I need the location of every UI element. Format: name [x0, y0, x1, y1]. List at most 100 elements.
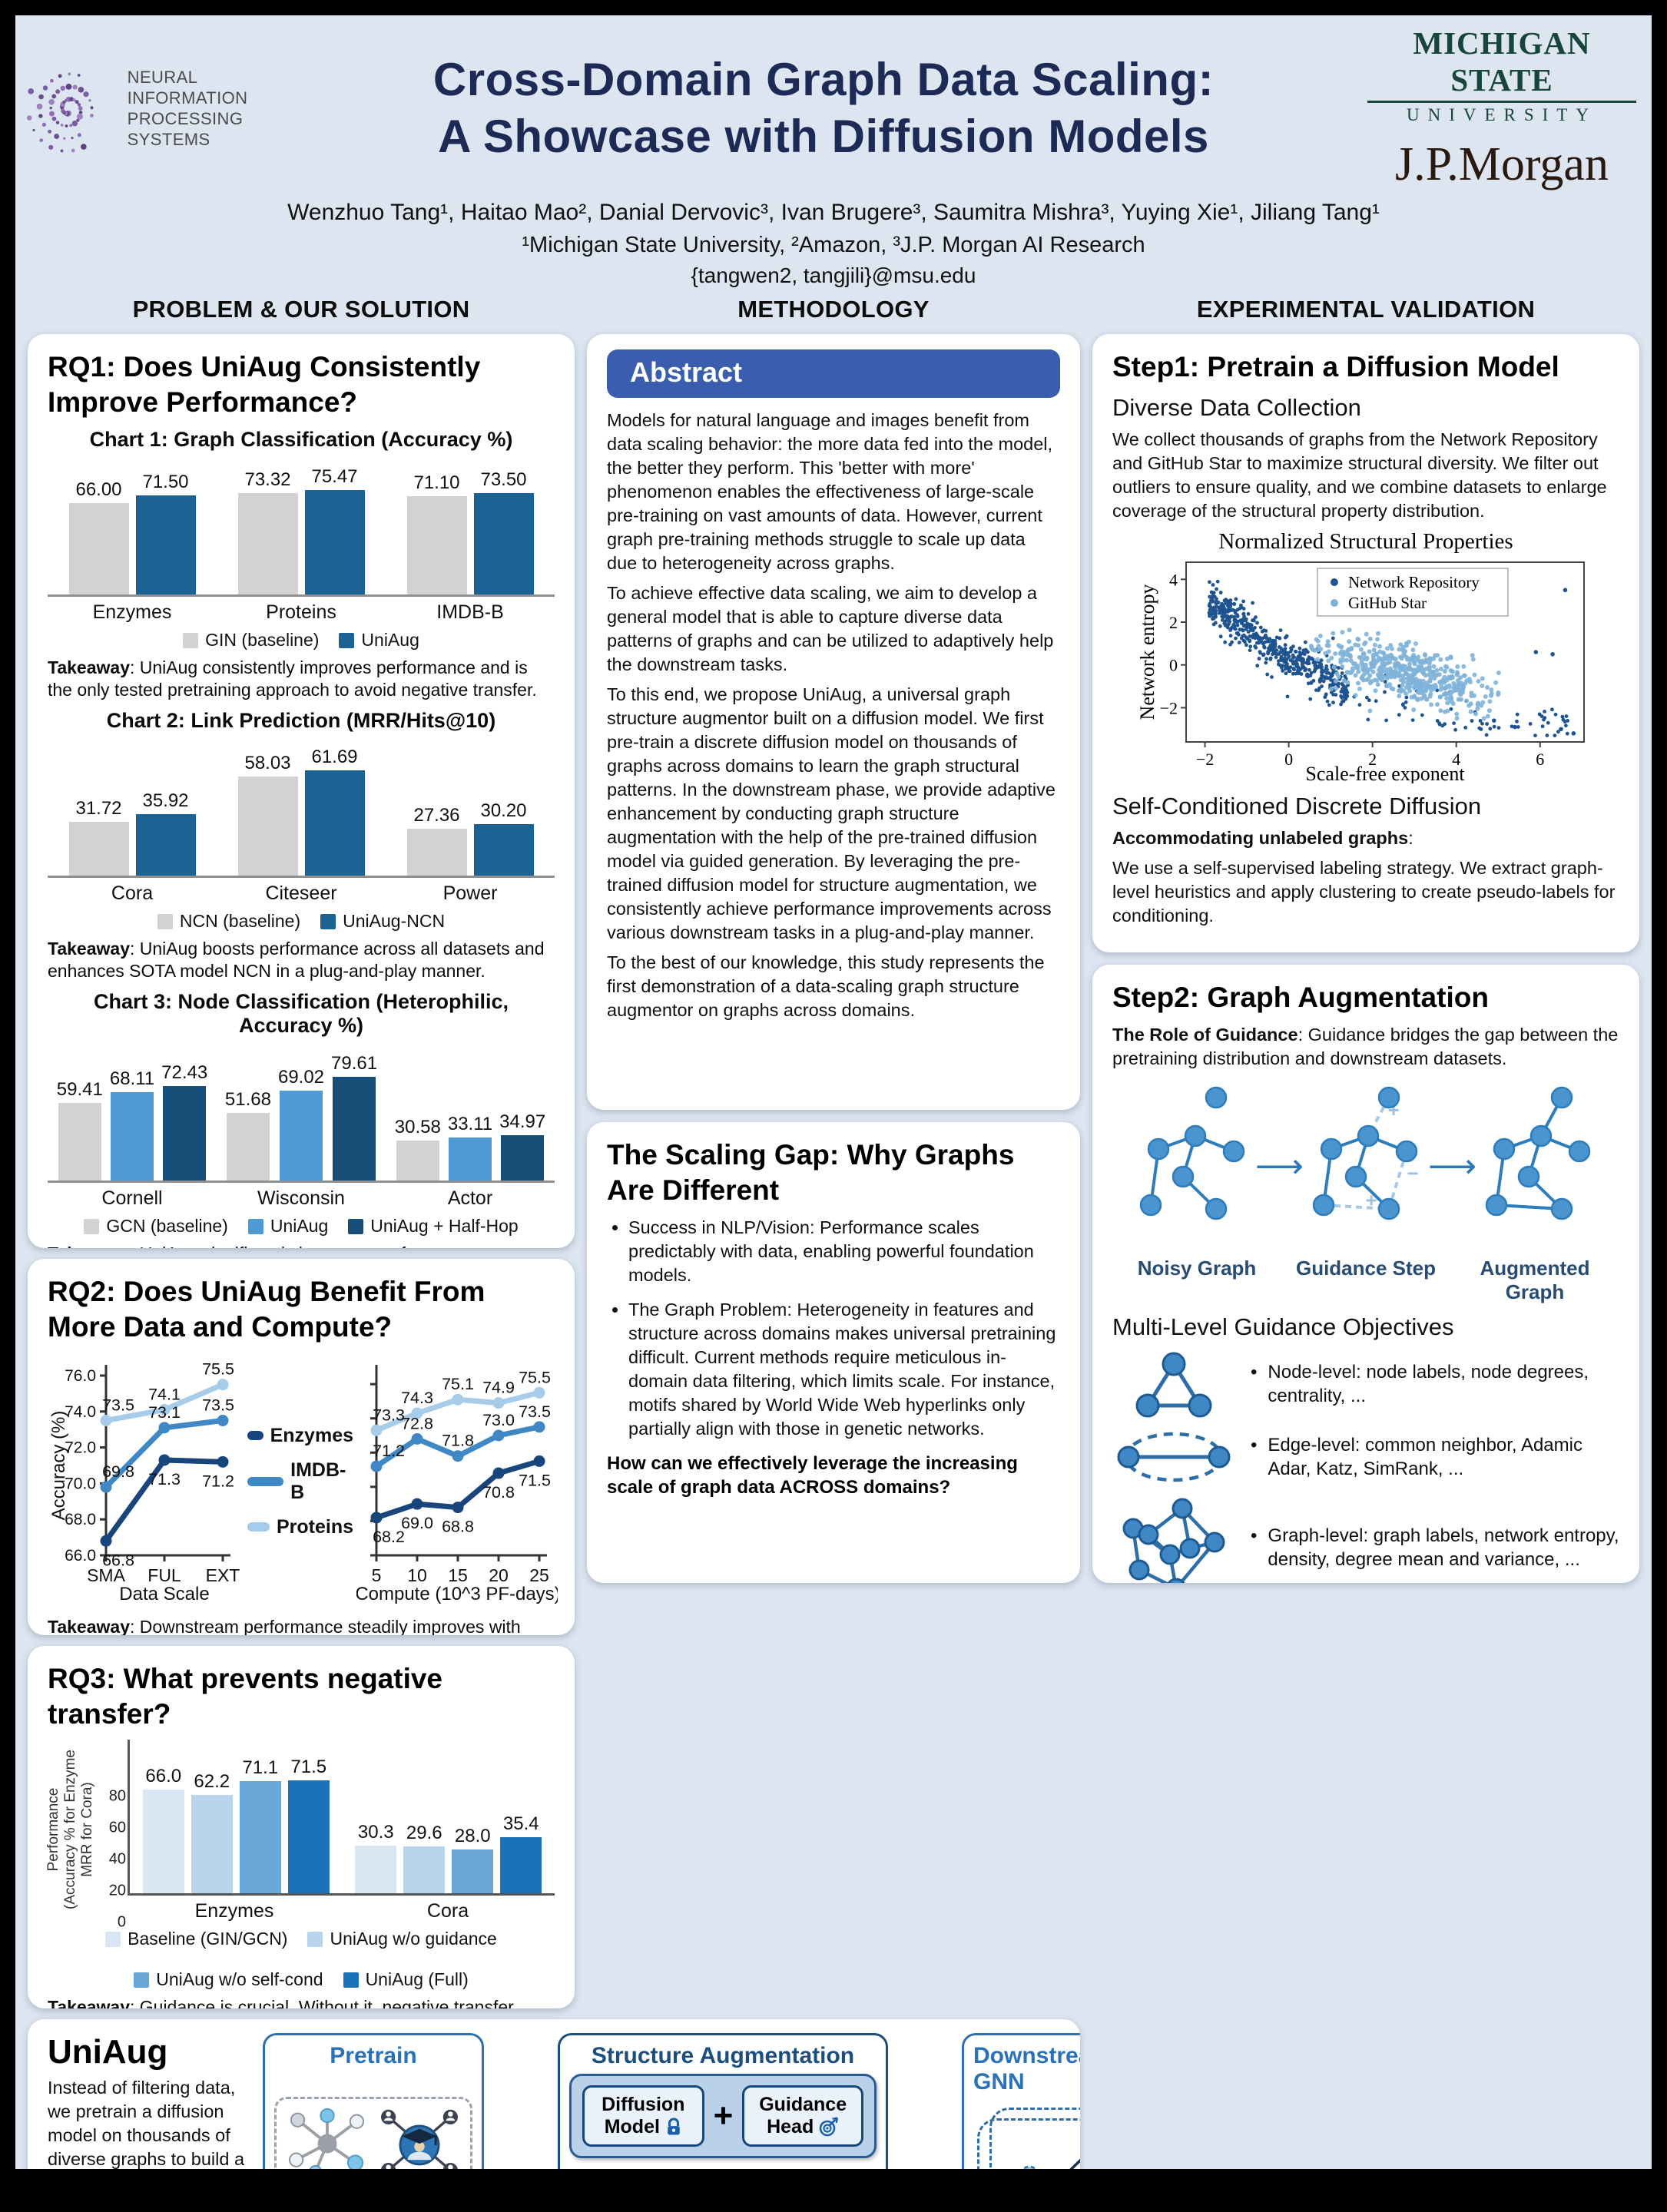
legend-item: IMDB-B — [247, 1459, 353, 1504]
svg-text:76.0: 76.0 — [65, 1367, 96, 1385]
bar-group: 73.32 75.47 — [217, 456, 386, 594]
bar-group: 31.72 35.92 — [48, 737, 217, 876]
bar-value-label: 79.61 — [331, 1053, 378, 1074]
legend-item: GCN (baseline) — [84, 1216, 228, 1237]
step1-subtitle-diffusion: Self-Conditioned Discrete Diffusion — [1112, 793, 1482, 820]
augmented-graph-figure — [1485, 1086, 1591, 1220]
svg-text:EXT: EXT — [206, 1565, 240, 1585]
affiliations-line: ¹Michigan State University, ²Amazon, ³J.… — [522, 233, 1145, 257]
main-grid: PROBLEM & OUR SOLUTION METHODOLOGY EXPER… — [15, 288, 1652, 2169]
scaling-gap-card: The Scaling Gap: Why Graphs Are Differen… — [587, 1122, 1080, 1583]
scaling-gap-question: How can we effectively leverage the incr… — [607, 1453, 1018, 1498]
bar-value-label: 34.97 — [499, 1111, 546, 1132]
step2-lead: The Role of Guidance: Guidance bridges t… — [1112, 1023, 1619, 1071]
graph-outline-mid — [989, 2108, 1080, 2169]
arrow-right-icon: ⟶ — [1254, 1147, 1304, 1185]
step2-lead-rest: : Guidance bridges the gap between the p… — [1112, 1025, 1619, 1068]
legend-item: Baseline (GIN/GCN) — [105, 1929, 287, 1949]
svg-text:GitHub Star: GitHub Star — [1348, 594, 1427, 612]
node-level-text: • Node-level: node labels, node degrees, … — [1251, 1362, 1589, 1406]
svg-text:0: 0 — [1169, 656, 1178, 675]
bar — [237, 777, 298, 876]
rq2-card: RQ2: Does UniAug Benefit From More Data … — [28, 1259, 575, 1635]
chart2-title: Chart 2: Link Prediction (MRR/Hits@10) — [106, 709, 496, 732]
rq3-card: RQ3: What prevents negative transfer? Pe… — [28, 1646, 575, 2008]
institution-logos: MICHIGAN STATE UNIVERSITY J.P.Morgan — [1367, 25, 1644, 192]
scaling-gap-bullet-2: The Graph Problem: Heterogeneity in feat… — [628, 1298, 1060, 1441]
bar-group: 58.03 61.69 — [217, 737, 386, 876]
svg-text:−: − — [1407, 1162, 1419, 1185]
molecule-graph-icon — [289, 2108, 365, 2169]
svg-text:FUL: FUL — [147, 1565, 181, 1585]
bar-value-label: 71.5 — [290, 1757, 327, 1777]
bar-value-label: 27.36 — [413, 805, 460, 826]
triangle-graph-icon — [1112, 1349, 1235, 1419]
bar-value-label: 29.6 — [406, 1823, 442, 1843]
structure-augmentation-title: Structure Augmentation — [591, 2043, 855, 2068]
poster-title-line1: Cross-Domain Graph Data Scaling: — [432, 54, 1215, 105]
guidance-step-figure: +−+ — [1312, 1086, 1419, 1220]
bar-value-label: 35.4 — [502, 1813, 539, 1834]
abstract-paragraph-3: To this end, we propose UniAug, a univer… — [607, 684, 1056, 942]
rq3-title: RQ3: What prevents negative transfer? — [48, 1663, 443, 1730]
category-label: Enzymes — [92, 601, 172, 623]
svg-text:75.1: 75.1 — [442, 1375, 474, 1393]
target-icon — [819, 2117, 839, 2137]
node-level-row: • Node-level: node labels, node degrees, … — [1112, 1349, 1619, 1419]
svg-text:Data Scale: Data Scale — [119, 1584, 209, 1604]
chart3-title: Chart 3: Node Classification (Heterophil… — [93, 990, 509, 1037]
abstract-paragraph-1: Models for natural language and images b… — [607, 410, 1053, 573]
bar — [500, 1837, 542, 1893]
step2-card: Step2: Graph Augmentation The Role of Gu… — [1092, 965, 1639, 1583]
bar-group: 66.00 71.50 — [48, 456, 217, 594]
svg-text:70.8: 70.8 — [482, 1483, 515, 1502]
model-plus-guidance: Diffusion Model + Guidance Head — [569, 2074, 877, 2158]
category-label: Wisconsin — [257, 1187, 345, 1209]
svg-text:71.3: 71.3 — [148, 1470, 181, 1488]
bar — [111, 1092, 154, 1181]
bar — [142, 1790, 184, 1893]
step2-lead-bold: The Role of Guidance — [1112, 1025, 1298, 1045]
category-label: Actor — [447, 1187, 493, 1209]
bar — [473, 824, 534, 876]
svg-text:73.5: 73.5 — [202, 1396, 234, 1415]
svg-text:74.9: 74.9 — [482, 1379, 515, 1397]
jpmorgan-logo: J.P.Morgan — [1395, 138, 1609, 190]
pretrain-panel: Pretrain — [263, 2033, 484, 2169]
bar-group: 71.10 73.50 — [386, 456, 555, 594]
svg-text:66.8: 66.8 — [102, 1551, 134, 1569]
uniaug-text: UniAug Instead of filtering data, we pre… — [48, 2033, 250, 2170]
pretrain-panel-title: Pretrain — [330, 2043, 417, 2068]
svg-text:66.0: 66.0 — [65, 1547, 96, 1565]
svg-text:5: 5 — [372, 1565, 382, 1585]
bar-group: 66.0 62.2 71.1 71.5 — [130, 1740, 343, 1893]
bar-value-label: 72.43 — [161, 1062, 208, 1083]
chart2-legend: NCN (baseline) UniAug-NCN — [48, 911, 555, 932]
pretrain-graph-collection — [274, 2097, 472, 2169]
uniaug-title: UniAug — [48, 2033, 168, 2071]
bar-value-label: 35.92 — [142, 790, 189, 811]
step1-lead-bold: Accommodating unlabeled graphs — [1112, 828, 1409, 848]
svg-text:2: 2 — [1368, 750, 1377, 769]
svg-text:Accuracy (%): Accuracy (%) — [48, 1411, 69, 1521]
legend-item: GIN (baseline) — [183, 630, 319, 651]
bar-value-label: 73.32 — [244, 469, 291, 490]
augmentation-sequence-labels: Noisy Graph Guidance Step Augmented Grap… — [1112, 1257, 1619, 1304]
column-header-problem: PROBLEM & OUR SOLUTION — [132, 296, 470, 323]
rq2-title: RQ2: Does UniAug Benefit From More Data … — [48, 1276, 486, 1343]
downstream-gnn-panel: Downstream GNN — [962, 2033, 1080, 2169]
bar-value-label: 61.69 — [311, 747, 358, 767]
legend-item: UniAug (Full) — [343, 1969, 469, 1990]
bar-value-label: 28.0 — [454, 1826, 491, 1846]
svg-text:74.0: 74.0 — [65, 1403, 96, 1421]
svg-text:68.2: 68.2 — [373, 1528, 405, 1546]
category-label: Cora — [111, 882, 154, 904]
neurips-logo: NEURAL INFORMATION PROCESSING SYSTEMS — [26, 42, 280, 174]
bar-value-label: 75.47 — [311, 466, 358, 487]
rq3-takeaway: Takeaway: Guidance is crucial. Without i… — [48, 1997, 514, 2008]
svg-text:75.5: 75.5 — [202, 1360, 234, 1379]
poster-title: Cross-Domain Graph Data Scaling: A Showc… — [280, 51, 1367, 165]
bar-value-label: 31.72 — [75, 798, 122, 819]
bar-value-label: 71.10 — [413, 472, 460, 493]
